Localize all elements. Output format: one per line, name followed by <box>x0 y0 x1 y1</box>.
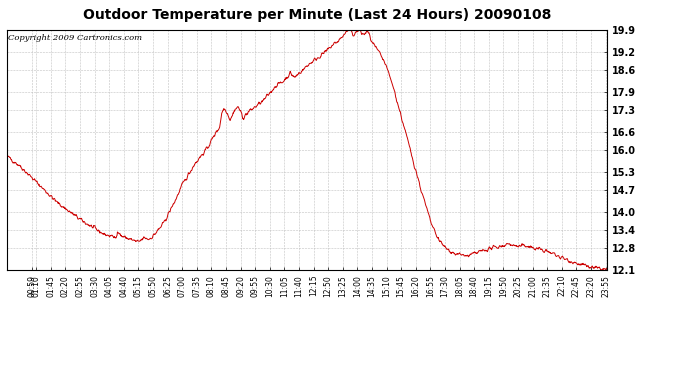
Text: Copyright 2009 Cartronics.com: Copyright 2009 Cartronics.com <box>8 34 142 42</box>
Text: Outdoor Temperature per Minute (Last 24 Hours) 20090108: Outdoor Temperature per Minute (Last 24 … <box>83 8 551 21</box>
